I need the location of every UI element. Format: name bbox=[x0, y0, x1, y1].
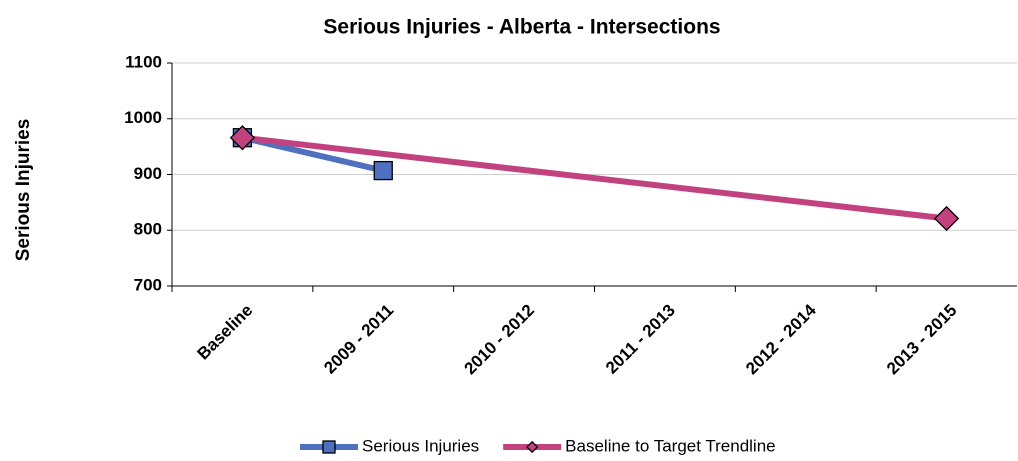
x-tick-label: 2011 - 2013 bbox=[602, 301, 679, 378]
x-tick-label: 2012 - 2014 bbox=[742, 300, 820, 378]
y-tick-label: 1000 bbox=[124, 108, 162, 127]
y-axis-label: Serious Injuries bbox=[13, 119, 34, 262]
x-tick-label: 2009 - 2011 bbox=[320, 301, 397, 378]
series-line bbox=[242, 134, 947, 222]
x-tick-label: 2013 - 2015 bbox=[883, 301, 961, 379]
data-point bbox=[933, 205, 960, 232]
y-tick-label: 1100 bbox=[125, 52, 162, 71]
x-tick-label: Baseline bbox=[194, 301, 257, 364]
legend-marker bbox=[526, 440, 539, 454]
y-tick-label: 700 bbox=[134, 275, 162, 294]
data-point bbox=[373, 160, 393, 181]
y-tick-label: 900 bbox=[134, 164, 162, 183]
chart-title: Serious Injuries - Alberta - Intersectio… bbox=[323, 16, 720, 39]
y-tick-label: 800 bbox=[134, 220, 162, 239]
legend-marker bbox=[322, 440, 336, 454]
x-tick-label: 2010 - 2012 bbox=[460, 301, 538, 379]
legend-label: Baseline to Target Trendline bbox=[565, 436, 775, 455]
data-point bbox=[229, 125, 256, 151]
legend-label: Serious Injuries bbox=[362, 436, 479, 455]
